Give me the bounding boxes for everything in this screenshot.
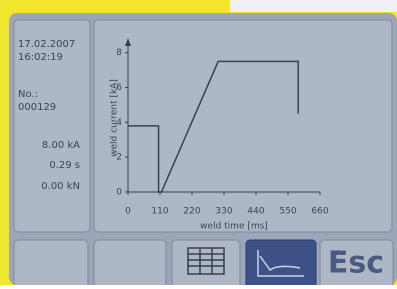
current: 8.00 kA [42,140,80,151]
button-blank[interactable] [14,240,88,285]
y-axis-label: weld current [kA] [110,79,120,157]
x-tick-label: 440 [247,207,264,217]
chart-button[interactable] [246,240,316,285]
x-tick-label: 220 [183,207,200,217]
date: 17.02.2007 [18,39,75,50]
time: 16:02:19 [18,52,63,63]
glare [230,0,397,12]
button-frame [172,240,240,285]
x-tick-label: 110 [151,207,168,217]
screen-photo: 17.02.2007 16:02:19 No.: 000129 8.00 kA … [0,0,397,285]
table-button[interactable] [172,240,240,285]
number: 000129 [18,102,56,113]
duration: 0.29 s [49,160,80,171]
button-frame [246,240,316,285]
x-axis-label: weld time [ms] [200,222,268,232]
x-tick-label: 0 [125,207,131,217]
force: 0.00 kN [41,181,80,192]
x-tick-label: 550 [279,207,296,217]
x-tick-label: 660 [311,207,328,217]
y-tick-label: 0 [116,188,122,198]
esc-button[interactable]: Esc [328,246,384,281]
button-blank[interactable] [94,240,166,285]
y-tick-label: 8 [116,48,122,58]
x-tick-label: 330 [215,207,232,217]
number-label: No.: [18,89,38,100]
